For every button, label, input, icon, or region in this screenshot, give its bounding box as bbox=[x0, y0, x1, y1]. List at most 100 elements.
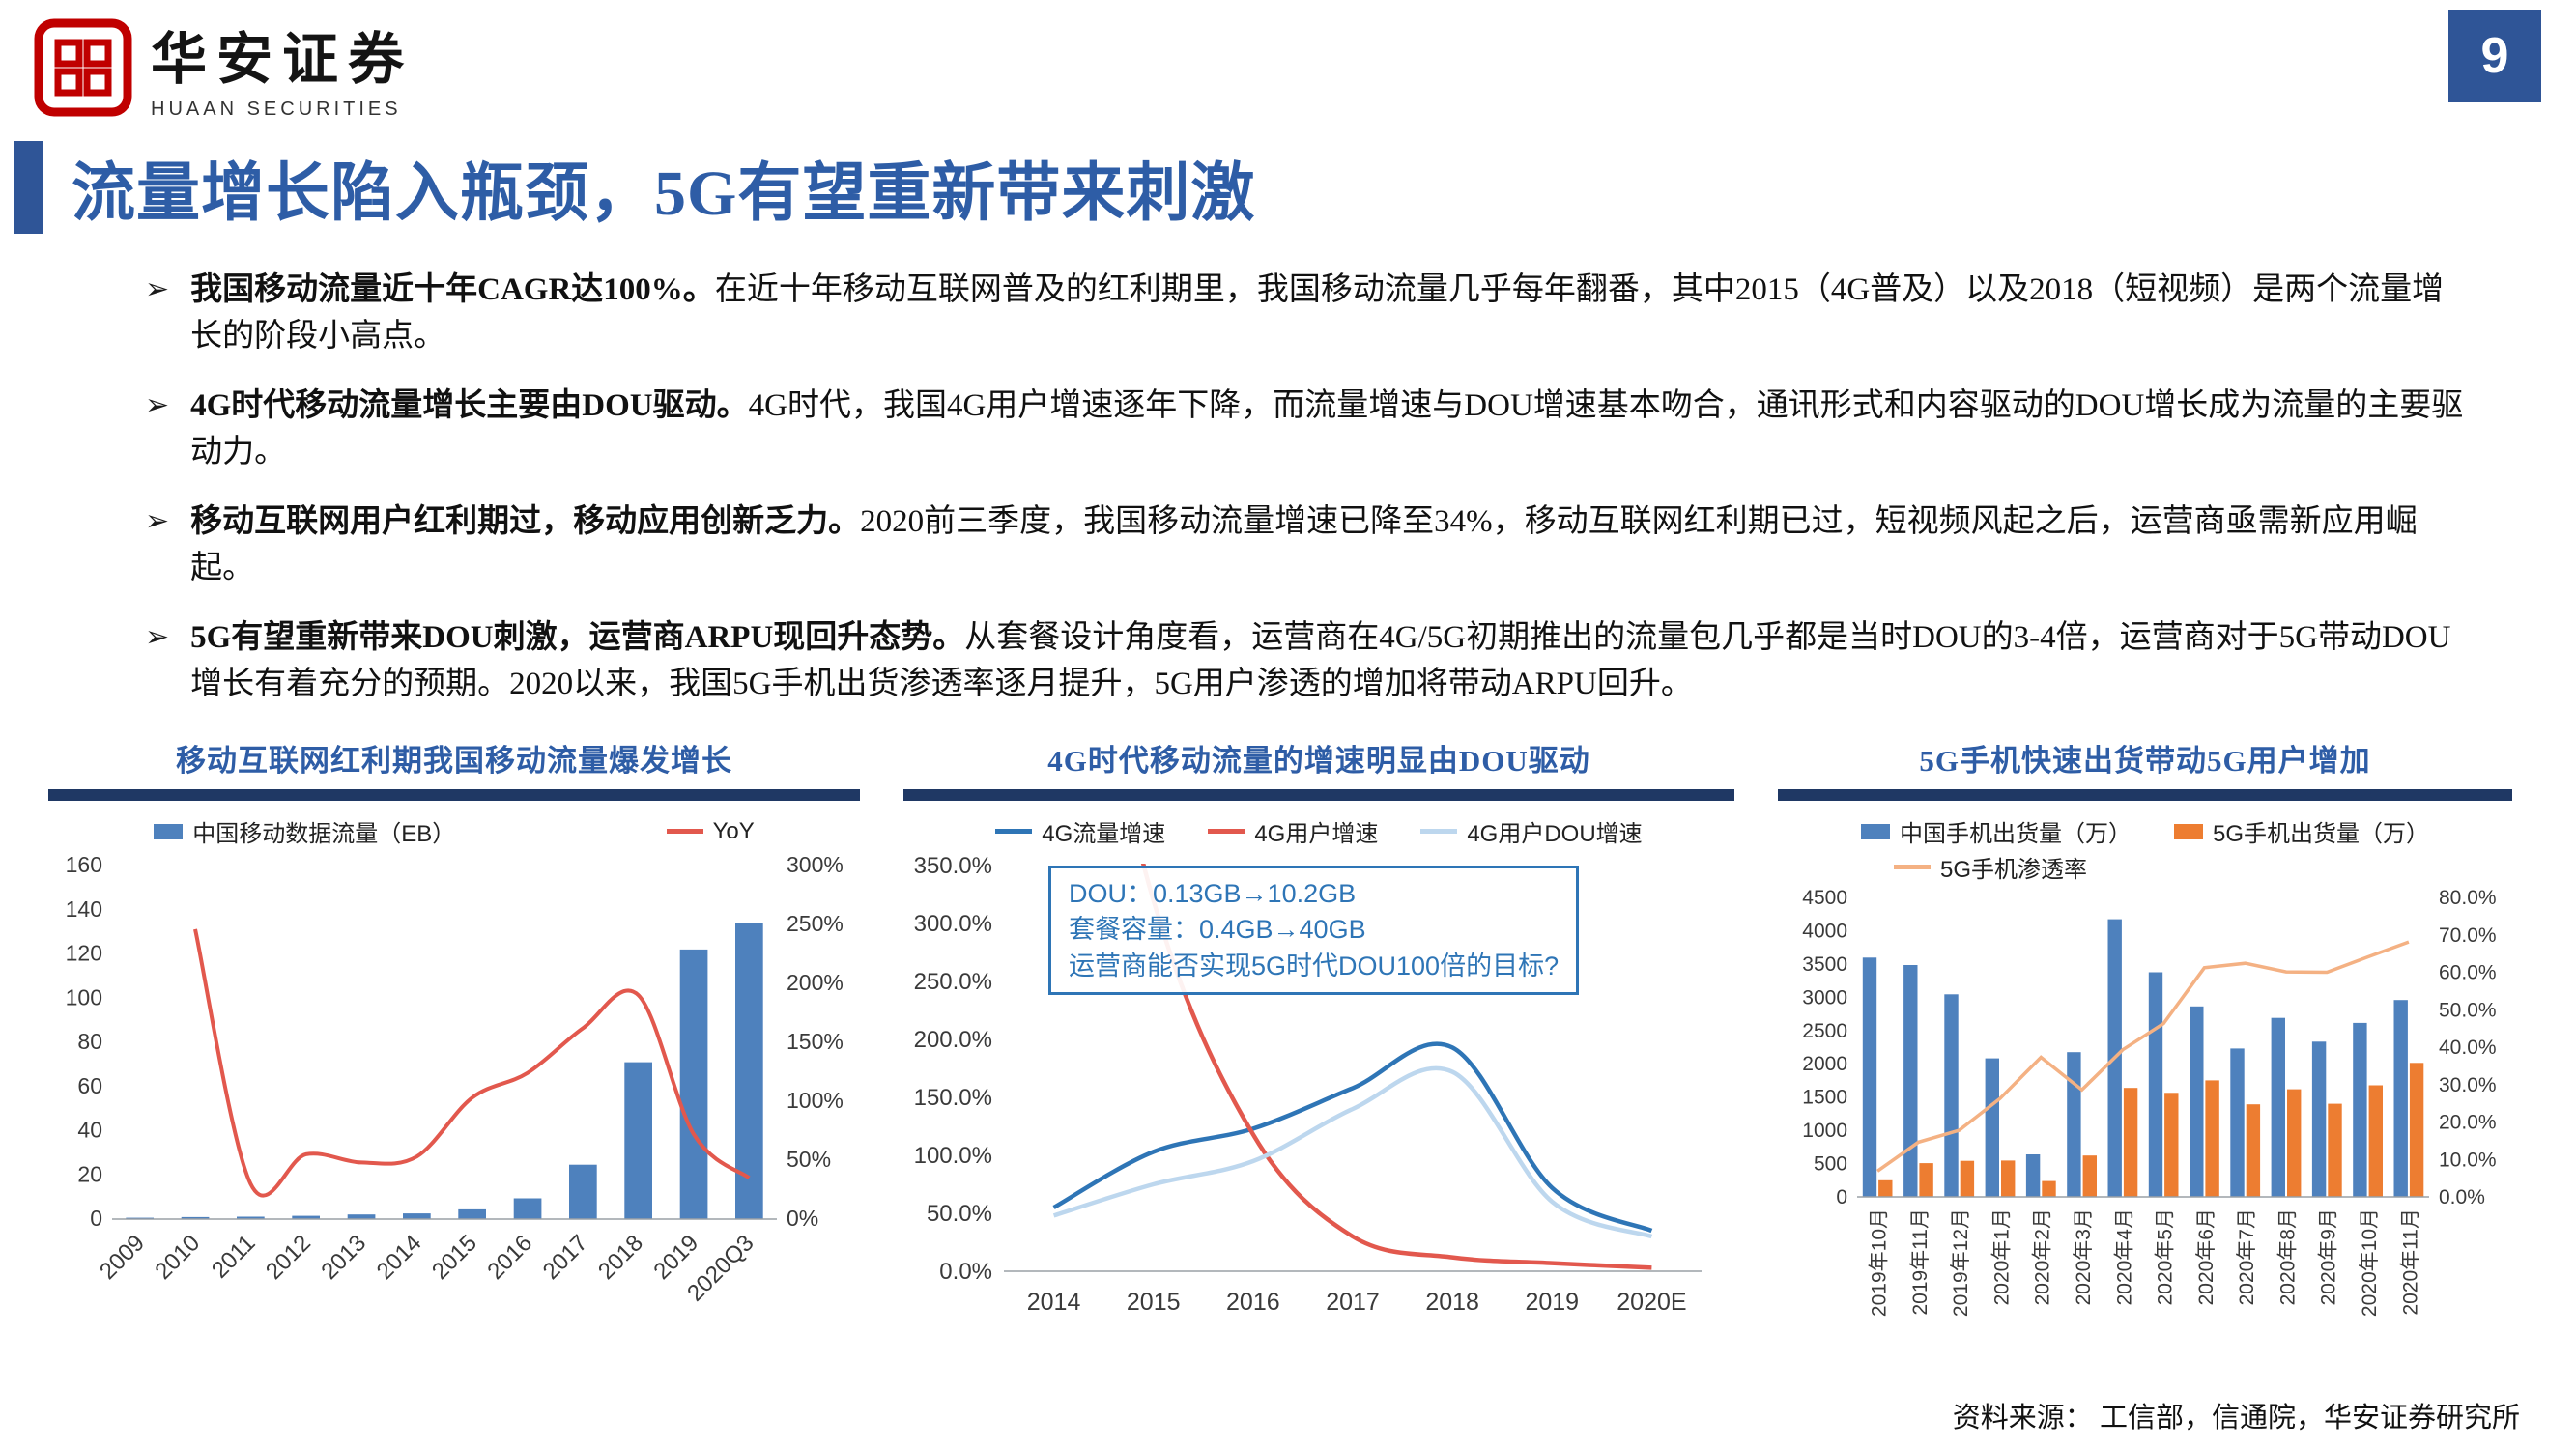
legend-color-swatch bbox=[1860, 823, 1890, 839]
chart3-legend-bars: 中国手机出货量（万） 5G手机出货量（万） bbox=[1778, 814, 2512, 848]
legend-line-swatch bbox=[666, 829, 703, 834]
svg-text:100.0%: 100.0% bbox=[914, 1143, 992, 1169]
source-note: 资料来源： 工信部，信通院，华安证券研究所 bbox=[1952, 1403, 2520, 1434]
svg-text:0.0%: 0.0% bbox=[939, 1259, 992, 1285]
svg-text:2013: 2013 bbox=[316, 1230, 371, 1285]
svg-text:2016: 2016 bbox=[482, 1230, 537, 1285]
svg-text:200%: 200% bbox=[787, 970, 844, 995]
legend-item: YoY bbox=[666, 817, 755, 845]
bullet-list: ➢ 我国移动流量近十年CAGR达100%。在近十年移动互联网普及的红利期里，我国… bbox=[145, 267, 2470, 707]
legend-line-swatch bbox=[1420, 829, 1458, 834]
svg-text:500: 500 bbox=[1814, 1153, 1847, 1176]
svg-text:2020年3月: 2020年3月 bbox=[2073, 1208, 2095, 1305]
bullet-arrow-icon: ➢ bbox=[145, 273, 170, 305]
bullet-item: ➢ 移动互联网用户红利期过，移动应用创新乏力。2020前三季度，我国移动流量增速… bbox=[145, 498, 2470, 591]
legend-item: 4G流量增速 bbox=[995, 814, 1165, 848]
bullet-arrow-icon: ➢ bbox=[145, 505, 170, 537]
annotation-line: DOU：0.13GB→10.2GB bbox=[1069, 879, 1357, 908]
chart-title-underline bbox=[1778, 789, 2512, 801]
svg-text:2014: 2014 bbox=[372, 1230, 427, 1285]
legend-label: 4G用户DOU增速 bbox=[1467, 821, 1643, 847]
legend-color-swatch bbox=[2173, 823, 2203, 839]
legend-label: 5G手机渗透率 bbox=[1940, 857, 2088, 883]
svg-text:150.0%: 150.0% bbox=[914, 1085, 992, 1111]
chart1-legend: 中国移动数据流量（EB） YoY bbox=[48, 814, 860, 848]
svg-text:4000: 4000 bbox=[1802, 920, 1847, 942]
bullet-body: 2020前三季度，我国移动流量增速已降至34%，移动互联网红利期已过，短视频风起… bbox=[190, 504, 2418, 585]
svg-text:200.0%: 200.0% bbox=[914, 1027, 992, 1053]
chart2-canvas: 0.0% 50.0% 100.0% 150.0% 200.0% 250.0% 300.0% 3… bbox=[903, 850, 1734, 1333]
chart3-panel: 5G手机快速出货带动5G用户增加 中国手机出货量（万） 5G手机出货量（万） 5G… bbox=[1778, 736, 2512, 1340]
brand-name-cn: 华安证券 bbox=[151, 28, 415, 91]
legend-item: 5G手机出货量（万） bbox=[2173, 814, 2429, 848]
chart1-panel: 移动互联网红利期我国移动流量爆发增长 中国移动数据流量（EB） YoY 0 20 40… bbox=[48, 736, 860, 1333]
bullet-text: 我国移动流量近十年CAGR达100%。在近十年移动互联网普及的红利期里，我国移动… bbox=[190, 267, 2470, 359]
bullet-body: 在近十年移动互联网普及的红利期里，我国移动流量几乎每年翻番，其中2015（4G普… bbox=[190, 272, 2445, 354]
title-row: 流量增长陷入瓶颈，5G有望重新带来刺激 bbox=[14, 141, 2576, 234]
legend-item: 4G用户增速 bbox=[1208, 814, 1378, 848]
svg-text:80.0%: 80.0% bbox=[2439, 887, 2497, 909]
slide-header: 华安证券 HUAAN SECURITIES 9 bbox=[0, 0, 2576, 124]
dou-annotation-box: DOU：0.13GB→10.2GB 套餐容量：0.4GB→40GB 运营商能否实… bbox=[1048, 866, 1580, 995]
bullet-item: ➢ 4G时代移动流量增长主要由DOU驱动。4G时代，我国4G用户增速逐年下降，而… bbox=[145, 383, 2470, 475]
svg-text:0: 0 bbox=[1836, 1186, 1847, 1208]
svg-text:2017: 2017 bbox=[538, 1230, 593, 1285]
svg-text:0.0%: 0.0% bbox=[2439, 1186, 2485, 1208]
svg-text:70.0%: 70.0% bbox=[2439, 924, 2497, 947]
svg-text:20: 20 bbox=[77, 1161, 102, 1186]
svg-text:160: 160 bbox=[66, 852, 102, 877]
svg-text:40.0%: 40.0% bbox=[2439, 1037, 2497, 1059]
svg-text:2019年12月: 2019年12月 bbox=[1950, 1208, 1972, 1317]
legend-label: 4G用户增速 bbox=[1254, 821, 1379, 847]
title-accent-bar bbox=[14, 141, 43, 234]
svg-text:40: 40 bbox=[77, 1118, 102, 1143]
charts-row: 移动互联网红利期我国移动流量爆发增长 中国移动数据流量（EB） YoY 0 20 40… bbox=[0, 736, 2576, 1340]
svg-text:140: 140 bbox=[66, 896, 102, 922]
chart1-canvas: 0 20 40 60 80 100 120 140 160 0% 50% 100% 150% 200% 25… bbox=[48, 850, 860, 1333]
svg-text:120: 120 bbox=[66, 941, 102, 966]
legend-label: 中国手机出货量（万） bbox=[1899, 821, 2132, 847]
svg-text:2009: 2009 bbox=[95, 1230, 150, 1285]
svg-text:2011: 2011 bbox=[207, 1230, 261, 1284]
svg-text:2019年11月: 2019年11月 bbox=[1909, 1208, 1932, 1316]
svg-text:2020年6月: 2020年6月 bbox=[2195, 1208, 2218, 1305]
svg-text:2020年7月: 2020年7月 bbox=[2236, 1208, 2258, 1305]
bullet-lead: 5G有望重新带来DOU刺激，运营商ARPU现回升态势。 bbox=[190, 620, 965, 655]
svg-text:150%: 150% bbox=[787, 1029, 844, 1054]
bullet-arrow-icon: ➢ bbox=[145, 621, 170, 653]
svg-text:30.0%: 30.0% bbox=[2439, 1074, 2497, 1096]
svg-text:50.0%: 50.0% bbox=[2439, 999, 2497, 1021]
bullet-body: 4G时代，我国4G用户增速逐年下降，而流量增速与DOU增速基本吻合，通讯形式和内… bbox=[190, 388, 2464, 469]
svg-text:2015: 2015 bbox=[427, 1230, 482, 1285]
svg-text:250%: 250% bbox=[787, 911, 844, 936]
svg-text:2020年2月: 2020年2月 bbox=[2032, 1208, 2054, 1305]
legend-line-swatch bbox=[995, 829, 1033, 834]
chart-title-underline bbox=[903, 789, 1734, 801]
legend-label: YoY bbox=[712, 817, 755, 844]
svg-text:2020年4月: 2020年4月 bbox=[2113, 1208, 2135, 1305]
svg-text:2020E: 2020E bbox=[1617, 1289, 1686, 1316]
svg-text:0: 0 bbox=[90, 1206, 102, 1231]
svg-text:1000: 1000 bbox=[1802, 1120, 1847, 1142]
legend-color-swatch bbox=[154, 823, 184, 839]
svg-text:1500: 1500 bbox=[1802, 1087, 1847, 1109]
svg-text:2012: 2012 bbox=[261, 1230, 316, 1285]
chart3-canvas: 0 500 1000 1500 2000 2500 3000 3500 4000 4500 0.0%… bbox=[1778, 886, 2512, 1340]
legend-label: 中国移动数据流量（EB） bbox=[192, 821, 456, 847]
bullet-item: ➢ 我国移动流量近十年CAGR达100%。在近十年移动互联网普及的红利期里，我国… bbox=[145, 267, 2470, 359]
legend-label: 5G手机出货量（万） bbox=[2212, 821, 2429, 847]
svg-text:2000: 2000 bbox=[1802, 1053, 1847, 1075]
svg-text:2010: 2010 bbox=[150, 1230, 205, 1285]
brand-text: 华安证券 HUAAN SECURITIES bbox=[151, 14, 414, 121]
svg-text:60: 60 bbox=[77, 1073, 102, 1098]
bullet-text: 移动互联网用户红利期过，移动应用创新乏力。2020前三季度，我国移动流量增速已降… bbox=[190, 498, 2470, 591]
chart2-title: 4G时代移动流量的增速明显由DOU驱动 bbox=[1047, 744, 1590, 778]
svg-text:2019: 2019 bbox=[1525, 1289, 1579, 1316]
chart2-legend: 4G流量增速 4G用户增速 4G用户DOU增速 bbox=[903, 814, 1734, 848]
slide-title: 流量增长陷入瓶颈，5G有望重新带来刺激 bbox=[72, 158, 1256, 229]
svg-text:2014: 2014 bbox=[1027, 1289, 1081, 1316]
annotation-line: 运营商能否实现5G时代DOU100倍的目标? bbox=[1069, 951, 1560, 980]
svg-text:50.0%: 50.0% bbox=[927, 1201, 992, 1227]
chart-title-underline bbox=[48, 789, 860, 801]
